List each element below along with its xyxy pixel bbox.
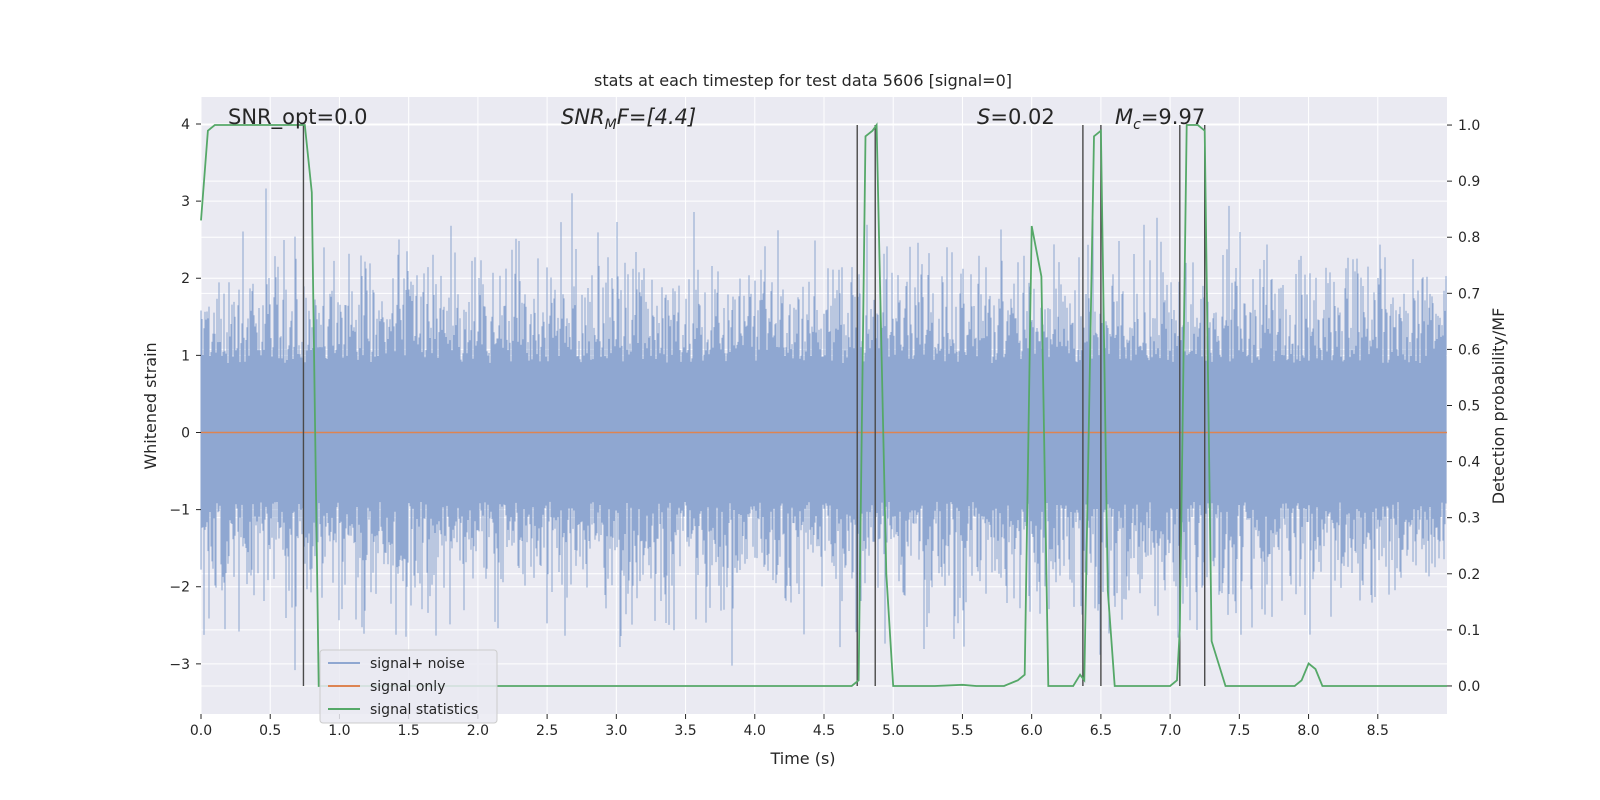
y2-axis-ticks: 0.0 0.1 0.2 0.3 0.4 0.5 0.6 0.7 0.8 0.9 1.0	[1447, 118, 1480, 695]
legend-box	[319, 649, 498, 724]
y-tick-label: 0	[181, 425, 190, 441]
x-tick-label: 0.5	[259, 723, 281, 739]
annotation-s: S=0.02	[977, 105, 1055, 129]
y-tick-label: −2	[169, 580, 190, 596]
y-tick-label: 2	[181, 271, 190, 287]
x-tick-label: 8.5	[1367, 723, 1389, 739]
y2-tick-label: 1.0	[1458, 118, 1480, 134]
annotation-snr-mf: SNRMF=[4.4]	[561, 105, 696, 133]
vertical-markers	[302, 125, 1206, 686]
y2-tick-label: 0.7	[1458, 286, 1480, 302]
x-axis-label: Time (s)	[769, 749, 835, 768]
x-tick-label: 5.5	[951, 723, 973, 739]
x-tick-label: 8.0	[1297, 723, 1319, 739]
y-tick-label: 1	[181, 348, 190, 364]
y2-tick-label: 0.6	[1458, 342, 1480, 358]
x-tick-label: 0.0	[190, 723, 212, 739]
x-tick-label: 2.5	[536, 723, 558, 739]
x-tick-label: 1.5	[398, 723, 420, 739]
x-tick-label: 7.0	[1159, 723, 1181, 739]
y2-tick-label: 0.9	[1458, 174, 1480, 190]
x-tick-label: 2.0	[467, 723, 489, 739]
x-tick-label: 6.5	[1090, 723, 1112, 739]
legend-label-signal-noise: signal+ noise	[370, 656, 465, 672]
x-tick-label: 5.0	[882, 723, 904, 739]
y2-tick-label: 0.0	[1458, 679, 1480, 695]
y-axis-label: Whitened strain	[141, 342, 160, 469]
y-axis-ticks: −3 −2 −1 0 1 2 3 4	[169, 117, 201, 673]
legend-label-signal-only: signal only	[370, 679, 445, 695]
legend-label-signal-statistics: signal statistics	[370, 702, 478, 718]
x-tick-label: 7.5	[1228, 723, 1250, 739]
y-tick-label: −3	[169, 657, 190, 673]
y-tick-label: 4	[181, 117, 190, 133]
y2-tick-label: 0.1	[1458, 623, 1480, 639]
x-tick-label: 4.0	[744, 723, 766, 739]
x-tick-label: 6.0	[1021, 723, 1043, 739]
y2-tick-label: 0.2	[1458, 567, 1480, 583]
signal-statistics-series	[200, 122, 1447, 687]
y-tick-label: −1	[169, 503, 190, 519]
y-tick-label: 3	[181, 194, 190, 210]
y2-axis-label: Detection probability/MF	[1489, 308, 1508, 505]
x-axis-ticks: 0.0 0.5 1.0 1.5 2.0 2.5 3.0 3.5 4.0 4.5 5.0 5.5 6.0 6…	[190, 714, 1389, 739]
y2-tick-label: 0.4	[1458, 455, 1480, 471]
x-tick-label: 4.5	[813, 723, 835, 739]
x-tick-label: 3.5	[674, 723, 696, 739]
signal-noise-series	[200, 188, 1447, 671]
strain-trace	[200, 188, 1447, 671]
x-tick-label: 3.0	[605, 723, 627, 739]
chart-title: stats at each timestep for test data 560…	[594, 71, 1012, 90]
x-tick-label: 1.0	[328, 723, 350, 739]
legend: signal+ noise signal only signal statist…	[319, 649, 498, 724]
annotation-mc: Mc=9.97	[1115, 105, 1205, 133]
y2-tick-label: 0.5	[1458, 399, 1480, 415]
annotation-snr-opt: SNR_opt=0.0	[228, 105, 368, 130]
y2-tick-label: 0.3	[1458, 511, 1480, 527]
y2-tick-label: 0.8	[1458, 230, 1480, 246]
